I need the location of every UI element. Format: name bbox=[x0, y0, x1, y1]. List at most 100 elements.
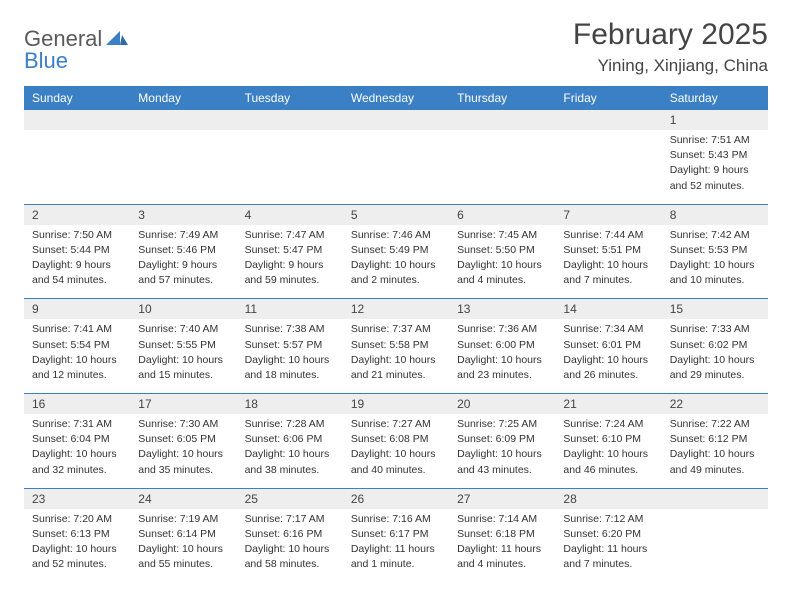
day-cell bbox=[449, 130, 555, 204]
sunset-text: Sunset: 6:20 PM bbox=[563, 527, 653, 541]
sunrise-text: Sunrise: 7:37 AM bbox=[351, 322, 441, 336]
daylight-text: and 26 minutes. bbox=[563, 368, 653, 382]
day-cell: Sunrise: 7:51 AMSunset: 5:43 PMDaylight:… bbox=[662, 130, 768, 204]
sunset-text: Sunset: 6:06 PM bbox=[245, 432, 335, 446]
day-cell bbox=[555, 130, 661, 204]
daylight-text: Daylight: 10 hours bbox=[245, 353, 335, 367]
sunrise-text: Sunrise: 7:42 AM bbox=[670, 228, 760, 242]
daylight-text: Daylight: 10 hours bbox=[32, 353, 122, 367]
sunset-text: Sunset: 6:13 PM bbox=[32, 527, 122, 541]
daylight-text: Daylight: 10 hours bbox=[351, 447, 441, 461]
date-number: 11 bbox=[237, 299, 343, 320]
day-cell: Sunrise: 7:36 AMSunset: 6:00 PMDaylight:… bbox=[449, 319, 555, 393]
date-number bbox=[237, 110, 343, 130]
daylight-text: and 59 minutes. bbox=[245, 273, 335, 287]
sunset-text: Sunset: 6:01 PM bbox=[563, 338, 653, 352]
day-cell: Sunrise: 7:46 AMSunset: 5:49 PMDaylight:… bbox=[343, 225, 449, 299]
daylight-text: and 32 minutes. bbox=[32, 463, 122, 477]
sunrise-text: Sunrise: 7:51 AM bbox=[670, 133, 760, 147]
daylight-text: and 43 minutes. bbox=[457, 463, 547, 477]
day-header: Tuesday bbox=[237, 86, 343, 110]
date-number: 1 bbox=[662, 110, 768, 130]
sunset-text: Sunset: 5:50 PM bbox=[457, 243, 547, 257]
daylight-text: Daylight: 10 hours bbox=[32, 542, 122, 556]
date-number: 17 bbox=[130, 394, 236, 415]
daylight-text: Daylight: 10 hours bbox=[138, 353, 228, 367]
day-cell: Sunrise: 7:24 AMSunset: 6:10 PMDaylight:… bbox=[555, 414, 661, 488]
sunrise-text: Sunrise: 7:14 AM bbox=[457, 512, 547, 526]
date-number: 25 bbox=[237, 488, 343, 509]
daylight-text: and 35 minutes. bbox=[138, 463, 228, 477]
sunset-text: Sunset: 6:08 PM bbox=[351, 432, 441, 446]
day-cell: Sunrise: 7:38 AMSunset: 5:57 PMDaylight:… bbox=[237, 319, 343, 393]
daylight-text: and 10 minutes. bbox=[670, 273, 760, 287]
daylight-text: Daylight: 9 hours bbox=[138, 258, 228, 272]
sunrise-text: Sunrise: 7:30 AM bbox=[138, 417, 228, 431]
date-number: 18 bbox=[237, 394, 343, 415]
daylight-text: Daylight: 9 hours bbox=[32, 258, 122, 272]
location: Yining, Xinjiang, China bbox=[573, 56, 768, 76]
sunset-text: Sunset: 6:17 PM bbox=[351, 527, 441, 541]
daylight-text: and 12 minutes. bbox=[32, 368, 122, 382]
day-cell: Sunrise: 7:41 AM Sunset: 5:54 PMDaylight:… bbox=[24, 319, 130, 393]
daylight-text: Daylight: 10 hours bbox=[351, 258, 441, 272]
sunrise-text: Sunrise: 7:17 AM bbox=[245, 512, 335, 526]
month-title: February 2025 bbox=[573, 18, 768, 52]
sunrise-text: Sunrise: 7:24 AM bbox=[563, 417, 653, 431]
day-cell bbox=[237, 130, 343, 204]
title-block: February 2025 Yining, Xinjiang, China bbox=[573, 18, 768, 76]
date-number bbox=[555, 110, 661, 130]
sunset-text: Sunset: 6:18 PM bbox=[457, 527, 547, 541]
daylight-text: Daylight: 10 hours bbox=[670, 353, 760, 367]
daylight-text: and 7 minutes. bbox=[563, 273, 653, 287]
logo: General bbox=[24, 18, 130, 52]
detail-row: Sunrise: 7:51 AMSunset: 5:43 PMDaylight:… bbox=[24, 130, 768, 204]
day-cell: Sunrise: 7:31 AMSunset: 6:04 PMDaylight:… bbox=[24, 414, 130, 488]
sunset-text: Sunset: 5:47 PM bbox=[245, 243, 335, 257]
sunrise-text: Sunrise: 7:49 AM bbox=[138, 228, 228, 242]
date-number: 24 bbox=[130, 488, 236, 509]
date-number: 23 bbox=[24, 488, 130, 509]
sunset-text: Sunset: 6:04 PM bbox=[32, 432, 122, 446]
sunset-text: Sunset: 5:43 PM bbox=[670, 148, 760, 162]
day-cell: Sunrise: 7:50 AMSunset: 5:44 PMDaylight:… bbox=[24, 225, 130, 299]
day-cell bbox=[343, 130, 449, 204]
date-number bbox=[24, 110, 130, 130]
sunrise-text: Sunrise: 7:28 AM bbox=[245, 417, 335, 431]
day-cell: Sunrise: 7:17 AMSunset: 6:16 PMDaylight:… bbox=[237, 509, 343, 583]
sunrise-text: Sunrise: 7:36 AM bbox=[457, 322, 547, 336]
detail-row: Sunrise: 7:31 AMSunset: 6:04 PMDaylight:… bbox=[24, 414, 768, 488]
logo-text-blue: Blue bbox=[24, 48, 68, 73]
daylight-text: Daylight: 10 hours bbox=[245, 542, 335, 556]
date-number bbox=[130, 110, 236, 130]
daylight-text: and 23 minutes. bbox=[457, 368, 547, 382]
day-cell: Sunrise: 7:16 AMSunset: 6:17 PMDaylight:… bbox=[343, 509, 449, 583]
sunset-text: Sunset: 5:55 PM bbox=[138, 338, 228, 352]
sunrise-text: Sunrise: 7:44 AM bbox=[563, 228, 653, 242]
date-number bbox=[662, 488, 768, 509]
daylight-text: Daylight: 10 hours bbox=[245, 447, 335, 461]
sunset-text: Sunset: 5:46 PM bbox=[138, 243, 228, 257]
detail-row: Sunrise: 7:41 AMSunset: 5:54 PMDaylight:… bbox=[24, 319, 768, 393]
day-header: Saturday bbox=[662, 86, 768, 110]
sunset-text: Sunset: 5:53 PM bbox=[670, 243, 760, 257]
date-number: 21 bbox=[555, 394, 661, 415]
sunrise-text: Sunrise: 7:16 AM bbox=[351, 512, 441, 526]
sunrise-text: Sunrise: 7:41 AM bbox=[32, 322, 122, 336]
daylight-text: Daylight: 10 hours bbox=[670, 447, 760, 461]
day-header: Monday bbox=[130, 86, 236, 110]
date-number bbox=[449, 110, 555, 130]
sunset-text: Sunset: 5:44 PM bbox=[32, 243, 122, 257]
date-number: 4 bbox=[237, 204, 343, 225]
sunset-text: Sunset: 6:10 PM bbox=[563, 432, 653, 446]
day-cell: Sunrise: 7:12 AMSunset: 6:20 PMDaylight:… bbox=[555, 509, 661, 583]
daylight-text: and 40 minutes. bbox=[351, 463, 441, 477]
daylight-text: Daylight: 11 hours bbox=[351, 542, 441, 556]
sunset-text: Sunset: 5:54 PM bbox=[32, 338, 122, 352]
date-number: 12 bbox=[343, 299, 449, 320]
sunrise-text: Sunrise: 7:46 AM bbox=[351, 228, 441, 242]
daylight-text: Daylight: 10 hours bbox=[457, 353, 547, 367]
logo-blue-line: Blue bbox=[24, 48, 68, 74]
day-cell: Sunrise: 7:47 AMSunset: 5:47 PMDaylight:… bbox=[237, 225, 343, 299]
daylight-text: Daylight: 10 hours bbox=[563, 258, 653, 272]
